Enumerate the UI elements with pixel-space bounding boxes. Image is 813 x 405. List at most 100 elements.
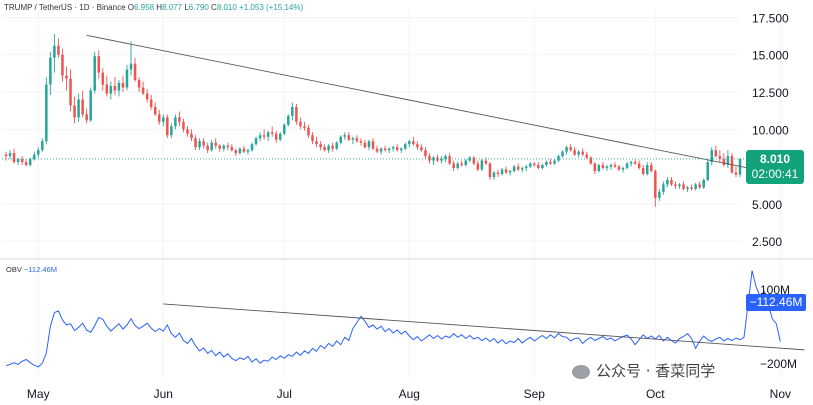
candle-body bbox=[379, 148, 383, 152]
candle-body bbox=[194, 138, 197, 148]
candles bbox=[4, 33, 742, 207]
candle-body bbox=[307, 127, 310, 136]
candle-body bbox=[658, 191, 661, 198]
candle-body bbox=[480, 160, 484, 170]
candle-body bbox=[605, 166, 609, 169]
candle-body bbox=[726, 156, 730, 166]
candle-body bbox=[166, 117, 169, 136]
change-value: +1.053 (+15.14%) bbox=[239, 3, 304, 12]
candle-body bbox=[109, 86, 113, 94]
price-tick-label: 2.500 bbox=[752, 235, 782, 249]
price-badge: 8.010 02:00:41 bbox=[746, 150, 804, 184]
candle-body bbox=[61, 54, 64, 76]
candle-body bbox=[625, 163, 629, 169]
candle-body bbox=[670, 179, 673, 185]
candle-body bbox=[682, 184, 685, 189]
candle-body bbox=[129, 63, 133, 70]
candle-body bbox=[153, 106, 157, 115]
candle-body bbox=[234, 150, 238, 154]
time-tick-label: Sep bbox=[524, 387, 546, 401]
candle-body bbox=[174, 117, 177, 127]
candle-body bbox=[242, 148, 246, 152]
candle-body bbox=[718, 156, 722, 160]
candle-body bbox=[456, 163, 459, 169]
candle-body bbox=[702, 179, 705, 188]
candle-body bbox=[141, 87, 145, 94]
obv-legend-value: −112.46M bbox=[23, 265, 57, 274]
candle-body bbox=[315, 141, 318, 145]
candle-body bbox=[121, 83, 125, 88]
symbol-name: TRUMP / TetherUS · 1D · Binance bbox=[4, 3, 126, 12]
candle-body bbox=[613, 165, 617, 167]
candle-body bbox=[198, 141, 201, 148]
candle-body bbox=[266, 132, 270, 137]
candle-body bbox=[504, 169, 508, 173]
candle-body bbox=[238, 148, 242, 154]
candle-body bbox=[363, 142, 367, 148]
price-tick-label: 10.000 bbox=[752, 123, 789, 137]
candle-body bbox=[404, 144, 407, 149]
candle-body bbox=[311, 135, 314, 142]
candle-body bbox=[488, 163, 492, 177]
candle-body bbox=[637, 163, 641, 169]
time-tick-label: May bbox=[27, 387, 50, 401]
candle-body bbox=[420, 147, 423, 151]
candle-body bbox=[49, 57, 52, 85]
candle-body bbox=[85, 114, 88, 121]
candle-body bbox=[246, 150, 250, 152]
candle-body bbox=[105, 84, 109, 94]
candle-body bbox=[28, 159, 32, 166]
candle-body bbox=[706, 162, 709, 180]
candle-body bbox=[645, 165, 649, 174]
candle-body bbox=[472, 157, 476, 164]
high-label: H bbox=[156, 3, 163, 12]
candle-body bbox=[621, 168, 625, 170]
obv-axis: 100M −200M bbox=[760, 283, 797, 371]
candle-body bbox=[351, 138, 355, 140]
candle-body bbox=[424, 150, 427, 157]
candle-body bbox=[416, 144, 419, 148]
obv-trendline bbox=[163, 303, 805, 351]
candle-body bbox=[24, 162, 28, 166]
candle-body bbox=[371, 141, 375, 149]
grid-lines bbox=[2, 10, 781, 378]
open-value: 6.958 bbox=[134, 3, 155, 12]
candle-body bbox=[133, 63, 137, 81]
candle-body bbox=[440, 159, 443, 161]
candle-body bbox=[12, 153, 16, 163]
price-badge-price: 8.010 bbox=[759, 152, 791, 166]
candle-body bbox=[97, 56, 101, 73]
candle-body bbox=[20, 159, 24, 163]
candle-body bbox=[541, 165, 544, 169]
candle-body bbox=[4, 154, 8, 157]
candle-body bbox=[327, 145, 330, 151]
candle-body bbox=[89, 90, 92, 121]
candle-body bbox=[367, 141, 371, 148]
wechat-icon bbox=[572, 364, 590, 379]
candle-body bbox=[533, 163, 536, 166]
candle-body bbox=[178, 117, 181, 122]
candle-body bbox=[170, 126, 173, 136]
candle-body bbox=[476, 163, 480, 170]
candle-body bbox=[274, 133, 278, 140]
candle-body bbox=[335, 142, 338, 149]
watermark: 公众号 · 香菜同学 bbox=[572, 360, 715, 381]
watermark-text: 公众号 · 香菜同学 bbox=[596, 362, 716, 380]
candle-body bbox=[202, 141, 205, 146]
price-trendline bbox=[86, 34, 801, 179]
candle-body bbox=[339, 136, 342, 143]
candle-body bbox=[666, 179, 669, 185]
candle-body bbox=[299, 121, 302, 127]
candle-body bbox=[654, 171, 657, 198]
candle-body bbox=[41, 141, 44, 151]
candle-body bbox=[395, 147, 399, 151]
obv-name: OBV bbox=[6, 265, 22, 274]
candle-body bbox=[258, 135, 262, 139]
candle-body bbox=[601, 165, 605, 169]
candle-body bbox=[468, 157, 472, 161]
candle-body bbox=[674, 184, 677, 186]
candle-body bbox=[347, 135, 351, 140]
candle-body bbox=[516, 166, 520, 170]
